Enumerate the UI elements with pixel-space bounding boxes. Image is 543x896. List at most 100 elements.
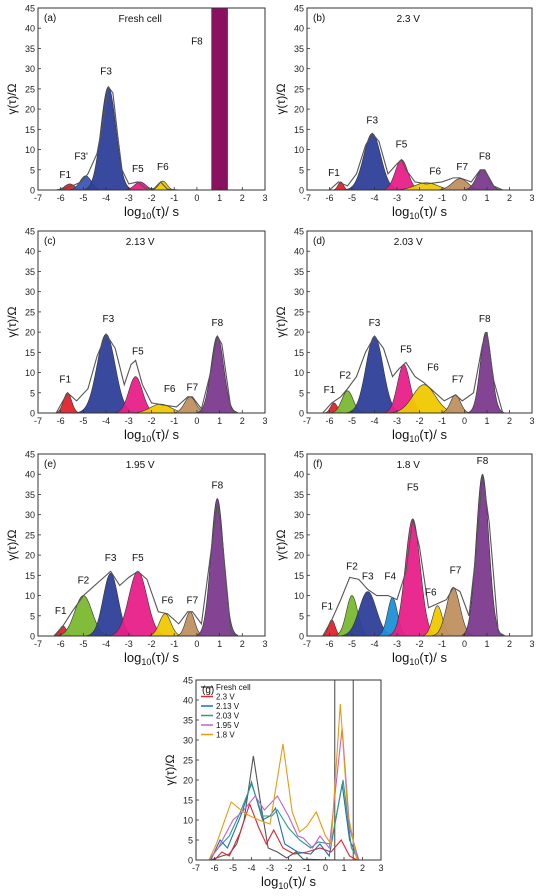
x-tick-label: -4: [102, 416, 110, 426]
plot-area: [322, 331, 505, 413]
plot-area: [54, 332, 239, 413]
x-tick-label: -5: [229, 863, 237, 873]
y-axis-title: γ(τ)/Ω: [5, 83, 19, 114]
y-tick-label: 0: [30, 186, 35, 196]
y-tick-label: 45: [25, 4, 35, 14]
y-tick-label: 5: [30, 165, 35, 175]
x-tick-label: -6: [325, 639, 333, 649]
x-tick-label: -1: [303, 863, 311, 873]
peak-label: F8: [479, 314, 491, 325]
panel-label: (c): [44, 236, 56, 247]
y-tick-label: 10: [294, 145, 304, 155]
y-tick-label: 30: [25, 287, 35, 297]
y-tick-label: 30: [294, 287, 304, 297]
y-tick-label: 15: [25, 125, 35, 135]
y-tick-label: 0: [299, 186, 304, 196]
y-tick-label: 35: [294, 267, 304, 277]
panel-title: Fresh cell: [118, 14, 161, 25]
y-tick-label: 20: [25, 105, 35, 115]
y-axis-title: γ(τ)/Ω: [163, 754, 177, 785]
x-tick-label: -2: [284, 863, 292, 873]
y-tick-label: 45: [294, 227, 304, 237]
x-tick-label: 0: [194, 416, 199, 426]
y-axis-title: γ(τ)/Ω: [274, 306, 288, 337]
envelope-line: [55, 332, 239, 413]
x-tick-label: -5: [348, 416, 356, 426]
peak-label: F7: [450, 565, 462, 576]
legend-label: 1.95 V: [216, 721, 240, 730]
x-tick-label: -1: [438, 639, 446, 649]
peak-F3: [84, 86, 133, 190]
plot-area: [329, 132, 503, 190]
y-tick-label: 5: [188, 836, 193, 846]
plot-frame: [37, 230, 266, 414]
y-tick-label: 15: [294, 571, 304, 581]
x-tick-label: -3: [393, 193, 401, 203]
x-tick-label: 0: [194, 639, 199, 649]
y-tick-label: 5: [299, 165, 304, 175]
peak-label: F2: [339, 371, 351, 382]
y-axis-title: γ(τ)/Ω: [5, 529, 19, 560]
plot-area: [53, 8, 228, 190]
y-tick-label: 10: [294, 591, 304, 601]
envelope-line: [329, 132, 503, 190]
plot-frame: [37, 7, 266, 191]
y-tick-label: 5: [299, 611, 304, 621]
y-tick-label: 35: [183, 716, 193, 726]
x-tick-label: 1: [341, 863, 346, 873]
x-tick-label: -5: [348, 639, 356, 649]
x-tick-label: 0: [462, 193, 467, 203]
peak-label: F8: [211, 480, 223, 491]
peak-label: F1: [55, 606, 67, 617]
y-tick-label: 0: [188, 856, 193, 866]
peak-label: F5: [400, 344, 412, 355]
peak-label: F7: [452, 375, 464, 386]
y-tick-label: 0: [299, 632, 304, 642]
x-axis-title: log10(τ)/ s: [124, 650, 179, 667]
x-tick-label: 2: [240, 193, 245, 203]
x-tick-label: 3: [262, 193, 267, 203]
x-tick-label: -6: [325, 193, 333, 203]
x-tick-label: -7: [303, 416, 311, 426]
x-tick-label: 2: [507, 416, 512, 426]
x-tick-label: 1: [484, 639, 489, 649]
y-tick-label: 10: [25, 368, 35, 378]
x-tick-label: -1: [438, 416, 446, 426]
legend-label: 1.8 V: [216, 731, 235, 740]
y-tick-label: 40: [25, 247, 35, 257]
x-tick-label: 3: [262, 639, 267, 649]
x-tick-label: -3: [125, 193, 133, 203]
y-tick-label: 30: [294, 64, 304, 74]
y-tick-label: 5: [30, 611, 35, 621]
peak-label: F8: [477, 456, 489, 467]
x-tick-label: -2: [147, 416, 155, 426]
y-tick-label: 40: [294, 470, 304, 480]
y-tick-label: 45: [183, 676, 193, 686]
y-tick-label: 30: [294, 510, 304, 520]
peak-label: F7: [187, 382, 199, 393]
y-tick-label: 15: [183, 796, 193, 806]
y-tick-label: 35: [294, 44, 304, 54]
peak-label: F7: [456, 162, 468, 173]
y-tick-label: 30: [25, 64, 35, 74]
x-tick-label: 1: [484, 193, 489, 203]
y-tick-label: 45: [25, 227, 35, 237]
y-tick-label: 0: [30, 632, 35, 642]
y-axis-title: γ(τ)/Ω: [5, 306, 19, 337]
peak-label: F1: [59, 375, 71, 386]
peak-label: F1: [328, 168, 340, 179]
y-tick-label: 20: [294, 551, 304, 561]
y-tick-label: 40: [183, 696, 193, 706]
y-tick-label: 20: [25, 328, 35, 338]
peak-label: F1: [324, 385, 336, 396]
panel-title: 2.03 V: [394, 237, 423, 248]
y-tick-label: 25: [25, 530, 35, 540]
x-tick-label: -4: [370, 416, 378, 426]
x-tick-label: -7: [303, 193, 311, 203]
peak-label: F6: [429, 167, 441, 178]
